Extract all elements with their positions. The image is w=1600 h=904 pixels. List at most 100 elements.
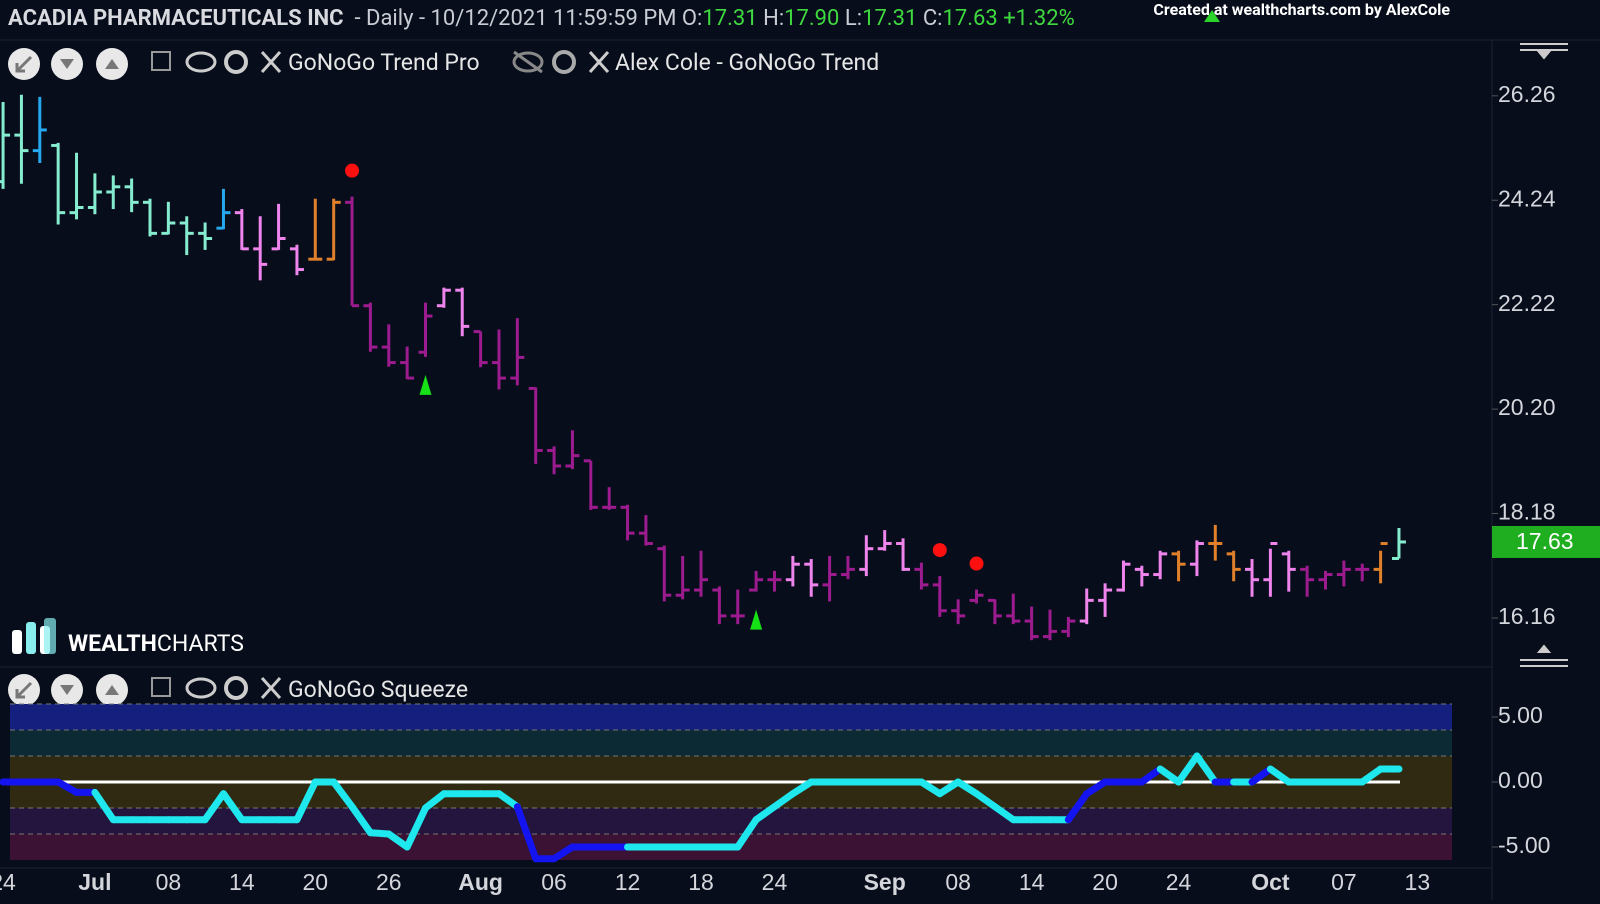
expand-icon: [15, 55, 33, 73]
y-tick-label: 16.16: [1498, 603, 1556, 629]
close-icon[interactable]: [260, 676, 282, 700]
squeeze-segment: [513, 803, 540, 863]
low-value: 17.31: [862, 6, 918, 31]
x-tick-label: 14: [1019, 869, 1045, 895]
x-tick-label: Oct: [1251, 869, 1290, 895]
gear-icon[interactable]: [224, 50, 248, 74]
y-tick-label: 20.20: [1498, 394, 1556, 420]
x-tick-label: Jul: [78, 869, 111, 895]
x-tick-label: 18: [688, 869, 714, 895]
nogo-dot: [345, 163, 360, 178]
x-tick-label: 24: [1166, 869, 1192, 895]
close-icon[interactable]: [260, 50, 282, 74]
squeeze-segment: [1358, 765, 1385, 786]
x-tick-label: 14: [229, 869, 255, 895]
symbol: ACADIA PHARMACEUTICALS INC: [8, 6, 344, 31]
last-price-label: 17.63: [1516, 528, 1574, 554]
squeeze-band: [10, 704, 1452, 730]
x-tick-label: 12: [615, 869, 641, 895]
gear-icon[interactable]: [224, 676, 248, 700]
logo-bar: [12, 630, 22, 654]
squeeze-segment: [1193, 752, 1219, 786]
high-value: 17.90: [784, 6, 840, 31]
squeeze-segment: [201, 790, 227, 824]
y-tick-label: 18.18: [1498, 499, 1556, 525]
down-icon: [60, 59, 74, 69]
open-label: O:: [681, 6, 703, 31]
squeeze-segment: [385, 830, 411, 851]
eye-icon[interactable]: [185, 677, 217, 699]
collapse-icon[interactable]: [151, 51, 171, 71]
go-triangle: [750, 609, 763, 630]
squeeze-segment: [1064, 790, 1091, 824]
logo: WEALTHCHARTS: [68, 630, 244, 657]
x-tick-label: 07: [1331, 869, 1357, 895]
y-tick-label: 5.00: [1498, 702, 1543, 728]
squeeze-band: [10, 808, 1452, 834]
close-label: C:: [922, 6, 943, 31]
toolbar-squeeze: [8, 674, 282, 706]
logo-mark: [12, 618, 56, 654]
squeeze-segment: [954, 778, 981, 798]
squeeze-segment: [1266, 765, 1293, 786]
expand-icon: [15, 681, 33, 699]
indicator-label: GoNoGo Trend Pro: [288, 49, 480, 76]
squeeze-segment: [330, 778, 356, 811]
y-tick-label: 24.24: [1498, 185, 1556, 211]
change: +1.32%: [1003, 6, 1075, 31]
x-tick-label: 08: [156, 869, 182, 895]
squeeze-segment: [91, 788, 117, 824]
hidden-eye-icon[interactable]: [512, 51, 544, 73]
up-icon: [105, 59, 119, 69]
squeeze-segment: [1248, 765, 1274, 786]
squeeze-segment: [789, 778, 815, 798]
eye-icon[interactable]: [185, 51, 217, 73]
squeeze-segment: [293, 778, 319, 824]
open-value: 17.31: [702, 6, 758, 31]
collapse-icon[interactable]: [151, 677, 171, 697]
y-tick-label: 26.26: [1498, 81, 1556, 107]
x-tick-label: 08: [945, 869, 971, 895]
squeeze-segment: [1156, 765, 1183, 786]
squeeze-segment: [991, 803, 1017, 824]
x-tick-label: 24: [0, 869, 16, 895]
x-tick-label: Sep: [864, 869, 906, 895]
close-icon[interactable]: [588, 50, 610, 74]
squeeze-segment: [734, 816, 760, 851]
toolbar-main: [8, 48, 610, 80]
low-label: L:: [844, 6, 863, 31]
y-tick-label: -5.00: [1498, 832, 1550, 858]
squeeze-segment: [422, 790, 448, 812]
x-tick-label: 20: [303, 869, 329, 895]
squeeze-segment: [917, 778, 944, 798]
x-tick-label: 24: [762, 869, 788, 895]
interval: - Daily - 10/12/2021 11:59:59 PM: [354, 6, 677, 31]
logo-light: CHARTS: [156, 630, 244, 657]
logo-bar: [26, 622, 36, 654]
squeeze-segment: [770, 790, 797, 811]
logo-bar: [44, 618, 56, 654]
axis-menu[interactable]: [1520, 43, 1568, 667]
squeeze-segment: [1083, 778, 1109, 798]
squeeze-segment: [550, 843, 576, 863]
menu-icon[interactable]: [1520, 43, 1568, 60]
squeeze-segment: [219, 790, 246, 824]
squeeze-segment: [495, 790, 521, 811]
up-icon: [105, 685, 119, 695]
gear-icon[interactable]: [552, 50, 576, 74]
down-icon: [60, 685, 74, 695]
x-tick-label: Aug: [458, 869, 503, 895]
squeeze-segment: [1138, 765, 1164, 786]
y-tick-label: 22.22: [1498, 290, 1556, 316]
x-tick-label: 26: [376, 869, 402, 895]
y-tick-label: 0.00: [1498, 767, 1543, 793]
squeeze-segment: [973, 790, 999, 811]
menu-icon[interactable]: [1520, 644, 1568, 667]
indicator-label: Alex Cole - GoNoGo Trend: [615, 49, 880, 76]
squeeze-segment: [403, 804, 430, 851]
x-tick-label: 20: [1092, 869, 1118, 895]
close-value: 17.63: [942, 6, 998, 31]
nogo-dot: [932, 543, 947, 558]
